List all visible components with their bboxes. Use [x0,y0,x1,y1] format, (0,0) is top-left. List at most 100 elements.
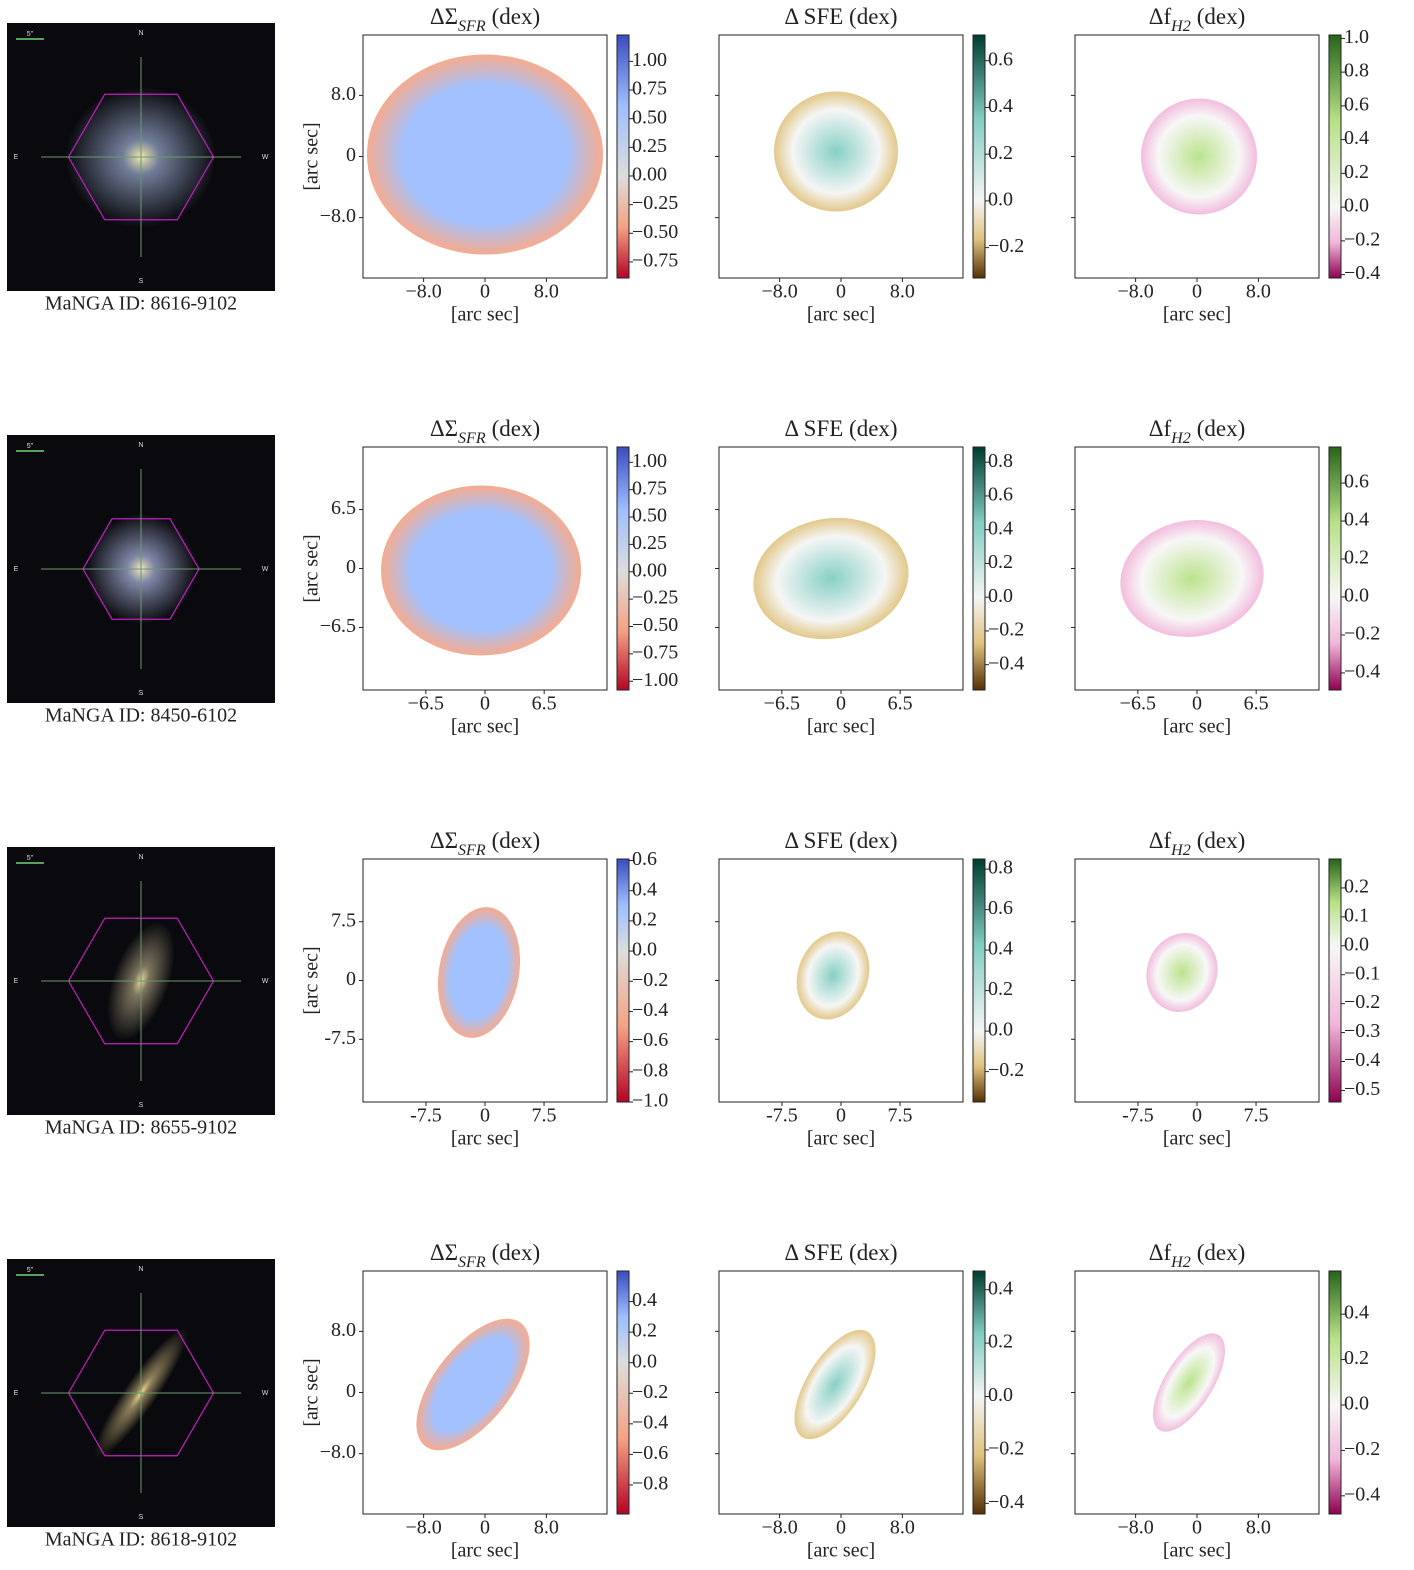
compass-label: W [262,978,269,985]
x-tick-label: 0 [836,1105,846,1127]
colorbar-tick-label: −0.4 [1344,661,1380,683]
compass-label: S [139,1102,144,1109]
colorbar-tick-label: 0.75 [632,78,667,100]
colorbar-tick-label: 0.2 [632,1320,657,1342]
title-suffix: (dex) [492,828,541,853]
page: NSEW5"MaNGA ID: 8616-9102ΔΣSFR(dex)−8.0−… [0,0,1414,1570]
title-suffix: (dex) [1197,828,1246,853]
y-tick-label: −8.0 [320,205,356,227]
colorbar-tick-label: 0.8 [988,857,1013,879]
colorbar-tick-label: −0.2 [632,1381,668,1403]
x-tick-label: −8.0 [1117,1517,1153,1539]
x-axis-label: [arc sec] [1163,1540,1231,1562]
colorbar-tick-label: 0.0 [988,188,1013,210]
x-tick-label: 8.0 [890,1517,915,1539]
compass-label: S [139,1514,144,1521]
colorbar-tick-label: 0.75 [632,477,667,499]
colorbar-tick-label: 0.0 [632,939,657,961]
x-tick-label: −8.0 [761,1517,797,1539]
colorbar-tick-label: 0.0 [632,1350,657,1372]
title-suffix: (dex) [1197,1240,1246,1265]
caption: MaNGA ID: 8616-9102 [45,293,237,315]
x-axis-label: [arc sec] [451,1128,519,1150]
title-text: Δf [1149,1240,1172,1265]
colorbar [1329,859,1341,1102]
title-text: ΔΣ [430,1240,458,1265]
y-tick-label: −6.5 [320,615,356,637]
compass-label: E [14,566,19,573]
colorbar-tick-label: 0.0 [1344,1393,1369,1415]
colorbar-tick-label: −0.1 [1344,962,1380,984]
colorbar-tick-label: 0.2 [1344,547,1369,569]
x-tick-label: -7.5 [1122,1105,1154,1127]
y-tick-label: 7.5 [331,909,356,931]
compass-label: W [262,1390,269,1397]
x-tick-label: 0 [480,281,490,303]
colorbar-tick-label: −0.2 [1344,228,1380,250]
colorbar-tick-label: −0.2 [632,969,668,991]
title-sub: H2 [1170,430,1191,447]
map-image [1135,923,1228,1022]
x-axis-label: [arc sec] [807,304,875,326]
x-tick-label: 0 [836,693,846,715]
title-sub: H2 [1170,842,1191,859]
colorbar [617,447,629,690]
colorbar-tick-label: 0.0 [1344,195,1369,217]
colorbar-tick-label: 1.00 [632,450,667,472]
colorbar-tick-label: −0.4 [988,1491,1024,1513]
colorbar-tick-label: −0.4 [632,999,668,1021]
panel-title: ΔΣSFR(dex) [430,4,540,35]
colorbar-tick-label: 0.6 [988,484,1013,506]
colorbar-tick-label: −0.2 [1344,991,1380,1013]
colorbar-tick-label: 0.4 [1344,509,1369,531]
y-axis-label: [arc sec] [301,534,323,602]
panel-title: ΔfH2(dex) [1149,828,1246,859]
colorbar-tick-label: 0.25 [632,532,667,554]
colorbar-tick-label: 0.50 [632,106,667,128]
compass-label: 5" [27,443,34,450]
panel-title: ΔΣSFR(dex) [430,828,540,859]
x-tick-label: 0 [1192,1517,1202,1539]
colorbar-tick-label: 0.4 [988,95,1013,117]
compass-label: 5" [27,1267,34,1274]
y-axis-label: [arc sec] [301,946,323,1014]
x-tick-label: 0 [836,281,846,303]
x-tick-label: 0 [1192,693,1202,715]
panel-title: Δ SFE (dex) [784,4,897,29]
colorbar-tick-label: 0.50 [632,505,667,527]
y-tick-label: 0 [346,1380,356,1402]
x-tick-label: 0 [480,1105,490,1127]
colorbar-tick-label: 0.6 [632,848,657,870]
title-text: Δf [1149,4,1172,29]
panel-title: Δ SFE (dex) [784,416,897,441]
compass-label: 5" [27,855,34,862]
colorbar-tick-label: 1.00 [632,49,667,71]
colorbar-tick-label: 0.4 [1344,1302,1369,1324]
colorbar-tick-label: −0.2 [988,1438,1024,1460]
map-image [774,92,898,212]
y-tick-label: 0 [346,968,356,990]
y-tick-label: 8.0 [331,83,356,105]
x-axis-label: [arc sec] [807,1540,875,1562]
colorbar-tick-label: 0.4 [632,1289,657,1311]
panel-title: ΔfH2(dex) [1149,1240,1246,1271]
colorbar-tick-label: −0.4 [632,1411,668,1433]
colorbar-tick-label: 0.2 [632,908,657,930]
colorbar [617,35,629,278]
title-suffix: (dex) [1197,4,1246,29]
colorbar-tick-label: 0.2 [988,1331,1013,1353]
panel-title: Δ SFE (dex) [784,828,897,853]
colorbar [1329,447,1341,690]
panel-title: ΔfH2(dex) [1149,4,1246,35]
panel-title: Δ SFE (dex) [784,1240,897,1265]
colorbar-tick-label: −0.50 [632,614,678,636]
colorbar-tick-label: 1.0 [1344,26,1369,48]
x-tick-label: 8.0 [1246,281,1271,303]
colorbar [1329,35,1341,278]
colorbar [973,1271,985,1514]
x-axis-label: [arc sec] [1163,304,1231,326]
colorbar-tick-label: −1.00 [632,669,678,691]
compass-label: W [262,566,269,573]
colorbar-tick-label: 0.0 [1344,933,1369,955]
colorbar-tick-label: −0.8 [632,1059,668,1081]
